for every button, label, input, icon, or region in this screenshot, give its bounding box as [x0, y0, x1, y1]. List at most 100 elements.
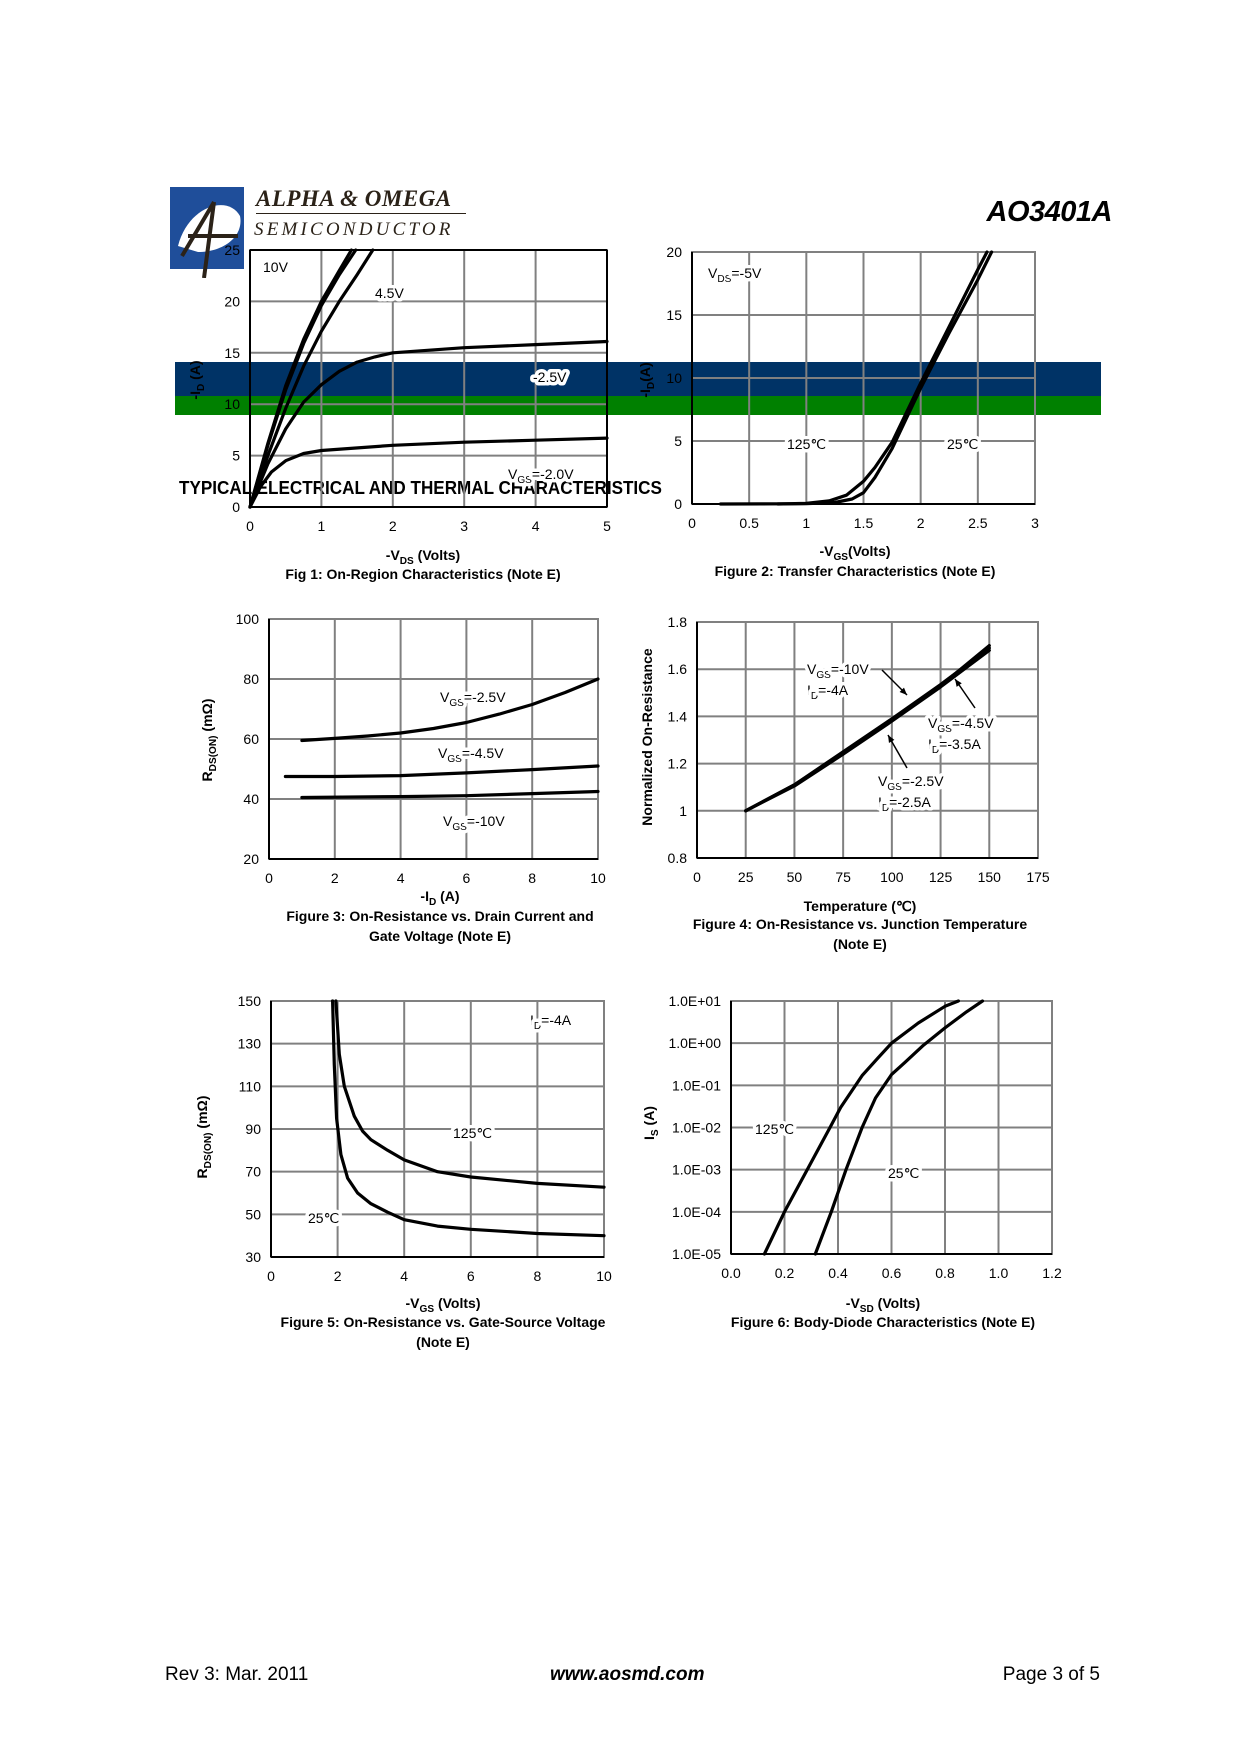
annotation-label: 125℃ [787, 436, 826, 452]
annotation-label-text: -2.5V [533, 369, 567, 385]
y-tick-label: 80 [243, 671, 259, 687]
annotation-label-text: I [807, 682, 811, 698]
x-tick-label: 4 [532, 518, 540, 534]
y-axis-title-subscript: D [196, 384, 207, 391]
figure-caption: (Note E) [833, 936, 887, 952]
x-tick-label: 4 [400, 1268, 408, 1284]
annotation-label: ID=-4A [530, 1012, 572, 1032]
annotation-label-subscript: GS [937, 724, 952, 735]
annotation-label-suffix: =-3.5A [939, 736, 981, 752]
x-axis-title-suffix: (A) [436, 888, 459, 904]
x-axis-title-text: -I [420, 888, 429, 904]
x-tick-label: 5 [603, 518, 611, 534]
annotation-label-text: I [928, 736, 932, 752]
x-axis-title-suffix: (Volts) [434, 1295, 480, 1311]
annotation-label-text: I [530, 1012, 534, 1028]
annotation-label-subscript: GS [447, 754, 462, 765]
annotation-label-text: V [440, 689, 450, 705]
annotation-label-subscript: GS [452, 822, 467, 833]
x-tick-label: 6 [467, 1268, 475, 1284]
annotation-label-subscript: D [811, 691, 818, 702]
y-axis-title-suffix: (A) [637, 362, 653, 381]
x-axis-title: -VGS(Volts) [819, 543, 890, 563]
footer-page-number: Page 3 of 5 [1002, 1664, 1100, 1685]
figure-caption: Figure 2: Transfer Characteristics (Note… [715, 563, 996, 579]
annotation-label-subscript: D [932, 745, 939, 756]
annotation-label-text: V [438, 745, 448, 761]
annotation-label: ID=-3.5A [928, 736, 981, 756]
y-axis-title-text: R [194, 1168, 210, 1178]
figure-caption: Gate Voltage (Note E) [369, 928, 511, 944]
company-name: ALPHA & OMEGA [256, 186, 466, 214]
figure-caption: Figure 3: On-Resistance vs. Drain Curren… [286, 908, 593, 924]
x-axis-title: -VSD (Volts) [846, 1295, 920, 1315]
annotation-label-text: 4.5V [375, 285, 404, 301]
y-tick-label: 90 [245, 1121, 261, 1137]
x-axis-title-suffix: (Volts) [874, 1295, 920, 1311]
annotation-label-text: I [878, 794, 882, 810]
annotation-label: 10V [263, 259, 289, 275]
x-axis-title-text: -V [846, 1295, 861, 1311]
series-line [248, 339, 609, 509]
y-axis-title: IS (A) [641, 1106, 661, 1140]
y-tick-label: 130 [238, 1036, 262, 1052]
x-tick-label: 2 [917, 515, 925, 531]
y-axis-title-suffix: (mΩ) [199, 699, 215, 736]
x-tick-label: 0.5 [739, 515, 759, 531]
annotation-label-text: 125℃ [453, 1125, 492, 1141]
y-tick-label: 150 [238, 993, 262, 1009]
annotation-label: VGS=-2.5V [878, 773, 944, 793]
y-axis-title-suffix: (A) [187, 360, 203, 383]
x-tick-label: 0.8 [935, 1265, 955, 1281]
x-axis-title-subscript: SD [860, 1304, 874, 1315]
series-line [300, 789, 600, 800]
y-tick-label: 1 [679, 803, 687, 819]
x-tick-label: 1.2 [1042, 1265, 1062, 1281]
annotation-label-text: 25℃ [947, 436, 978, 452]
x-tick-label: 1 [802, 515, 810, 531]
x-tick-label: 10 [590, 870, 606, 886]
y-tick-label: 1.4 [668, 708, 688, 724]
annotation-label-text: V [443, 813, 453, 829]
x-axis-title: -VGS (Volts) [406, 1295, 481, 1315]
y-tick-label: 1.6 [668, 661, 688, 677]
annotation-label-subscript: DS [717, 274, 731, 285]
annotation-label-text: V [878, 773, 888, 789]
annotation-label: 4.5V [375, 285, 404, 301]
x-tick-label: 0 [693, 869, 701, 885]
y-tick-label: 10 [224, 396, 240, 412]
x-tick-label: 0 [265, 870, 273, 886]
x-tick-label: 0.0 [721, 1265, 741, 1281]
y-tick-label: 1.0E-03 [672, 1162, 721, 1178]
x-tick-label: 175 [1026, 869, 1050, 885]
y-tick-label: 30 [245, 1249, 261, 1265]
x-tick-label: 3 [1031, 515, 1039, 531]
series-line [813, 999, 985, 1256]
y-tick-label: 50 [245, 1206, 261, 1222]
figure-caption: Figure 4: On-Resistance vs. Junction Tem… [693, 916, 1027, 932]
annotation-label-text: V [928, 715, 938, 731]
annotation-label: ID=-2.5A [878, 794, 931, 814]
series-line [248, 436, 609, 509]
y-tick-label: 40 [243, 791, 259, 807]
y-tick-label: 1.0E+00 [668, 1035, 721, 1051]
y-axis-title-subscript: D [646, 382, 657, 389]
annotation-label: VGS=-10V [807, 661, 869, 681]
x-tick-label: 25 [738, 869, 754, 885]
x-tick-label: 1.5 [854, 515, 874, 531]
y-axis-title-text: -I [637, 389, 653, 398]
y-tick-label: 110 [239, 1078, 262, 1094]
annotation-label-suffix: =-4.5V [462, 745, 504, 761]
part-number: AO3401A [986, 196, 1113, 228]
y-axis-title-suffix: (A) [641, 1106, 657, 1129]
series-line [248, 248, 358, 509]
y-tick-label: 10 [666, 370, 682, 386]
annotation-label-suffix: =-10V [831, 661, 869, 677]
annotation-label-subscript: GS [887, 782, 902, 793]
y-tick-label: 70 [245, 1164, 261, 1180]
x-axis-title-subscript: GS [833, 552, 848, 563]
annotation-label-subscript: GS [449, 698, 464, 709]
footer-website-link[interactable]: www.aosmd.com [550, 1664, 705, 1685]
x-tick-label: 2 [334, 1268, 342, 1284]
company-logo [170, 187, 244, 278]
